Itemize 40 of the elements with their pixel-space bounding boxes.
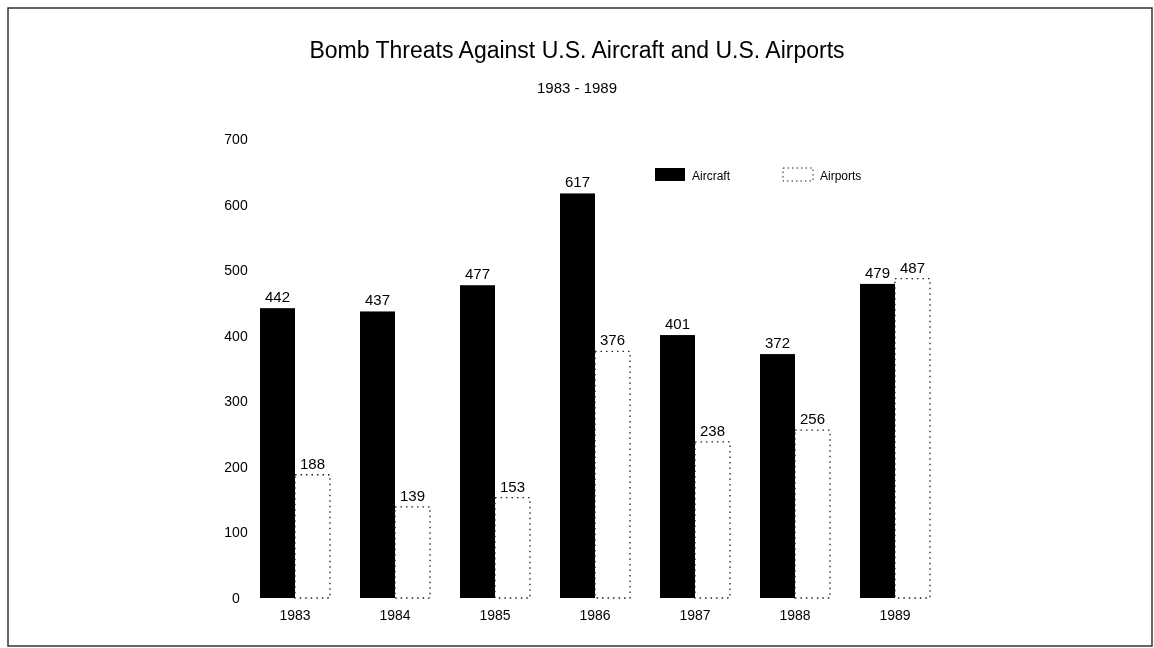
chart-title: Bomb Threats Against U.S. Aircraft and U.S. Airports xyxy=(309,37,845,63)
y-tick-label: 400 xyxy=(224,327,248,344)
x-tick-label: 1987 xyxy=(679,607,711,623)
data-label: 188 xyxy=(299,454,326,472)
bar xyxy=(560,193,595,598)
x-tick-label: 1983 xyxy=(279,607,311,623)
data-label: 617 xyxy=(564,173,591,191)
data-label: 238 xyxy=(699,421,726,439)
data-label: 487 xyxy=(899,258,926,276)
bar xyxy=(760,354,795,598)
bar xyxy=(660,335,695,598)
data-label: 256 xyxy=(799,410,826,428)
y-tick-label: 200 xyxy=(224,458,248,475)
bar xyxy=(460,285,495,598)
data-label: 376 xyxy=(599,331,626,349)
y-tick-label: 500 xyxy=(224,262,248,279)
x-tick-label: 1986 xyxy=(579,607,611,623)
y-tick-label: 300 xyxy=(224,393,248,410)
bar xyxy=(360,311,395,598)
x-tick-label: 1984 xyxy=(379,607,411,623)
data-label: 477 xyxy=(464,265,491,283)
x-tick-label: 1988 xyxy=(779,607,811,623)
y-tick-label: 700 xyxy=(224,131,248,147)
data-label: 153 xyxy=(499,477,526,495)
legend-label: Aircraft xyxy=(692,169,731,183)
x-tick-label: 1989 xyxy=(879,607,911,623)
chart-subtitle: 1983 - 1989 xyxy=(536,79,618,96)
data-label: 442 xyxy=(264,288,291,306)
y-tick-label: 0 xyxy=(232,590,241,606)
bar xyxy=(860,283,895,598)
data-label: 372 xyxy=(764,334,791,352)
data-label: 139 xyxy=(399,486,426,504)
y-tick-label: 100 xyxy=(224,524,248,541)
x-tick-label: 1985 xyxy=(479,607,511,623)
y-tick-label: 600 xyxy=(224,196,248,213)
data-label: 401 xyxy=(664,315,691,333)
data-label: 479 xyxy=(864,263,891,281)
legend-label: Airports xyxy=(820,169,862,183)
data-label: 437 xyxy=(364,291,391,309)
bar xyxy=(260,308,295,598)
